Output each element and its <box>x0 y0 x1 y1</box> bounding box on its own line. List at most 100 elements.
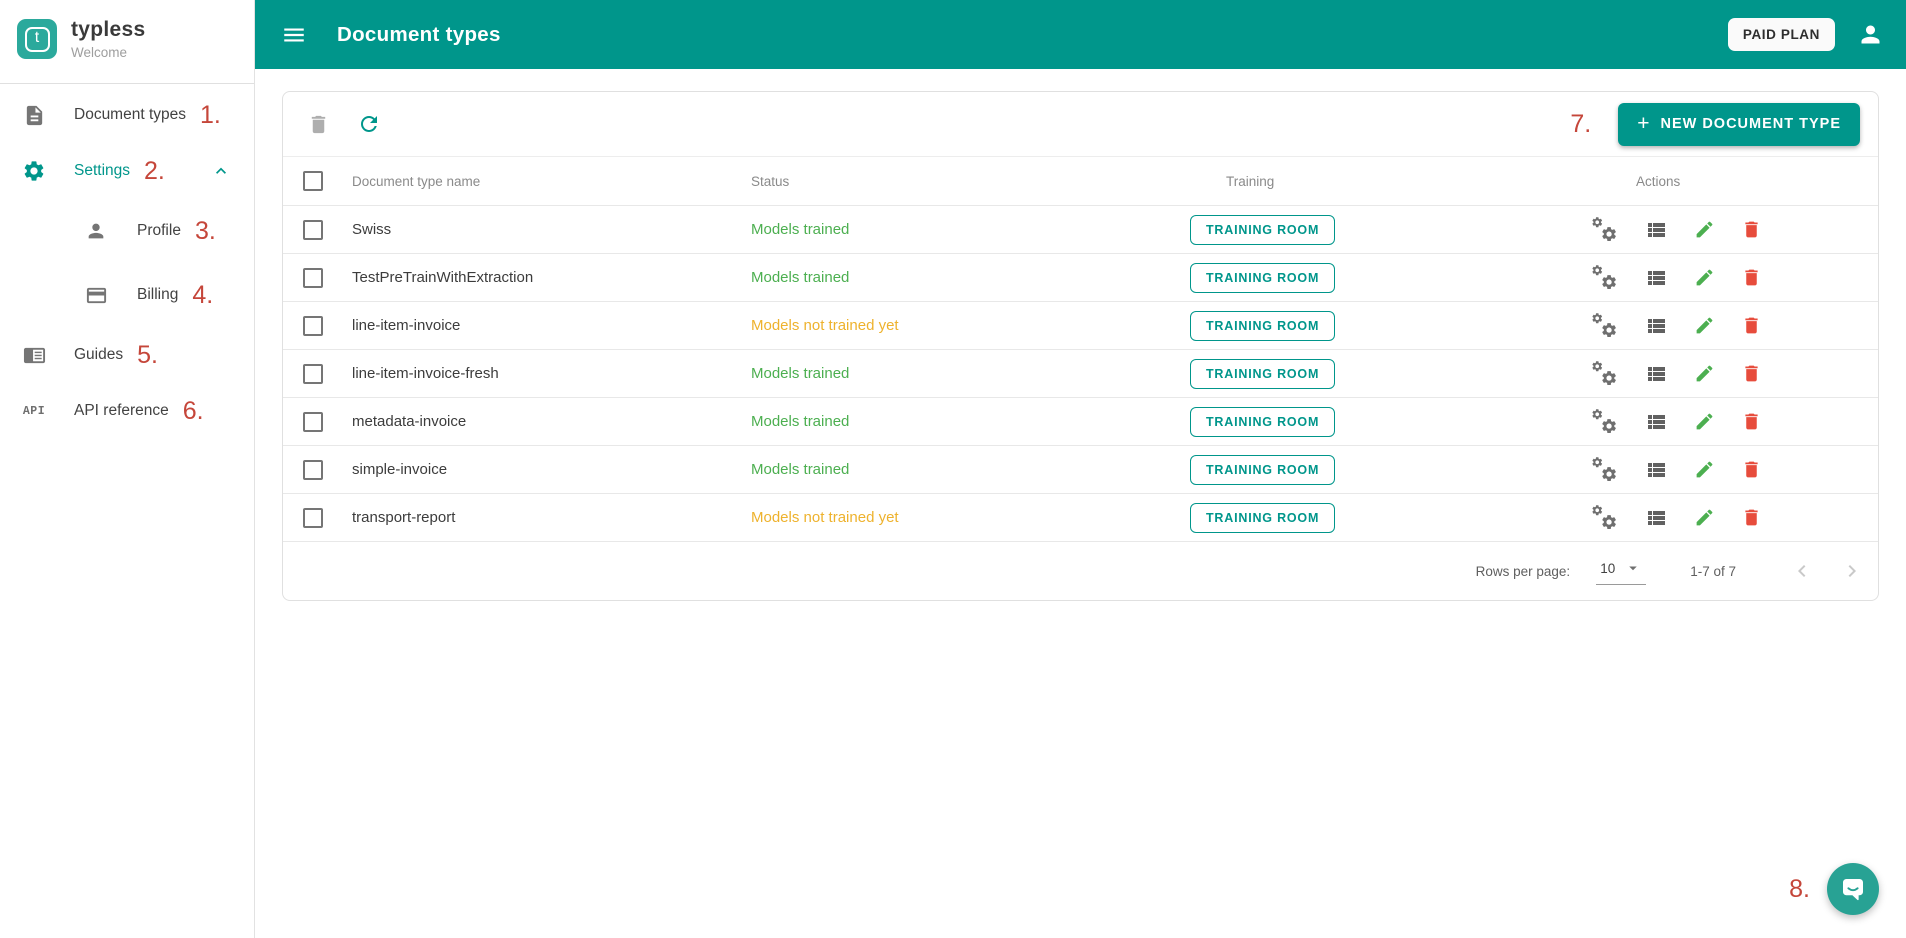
table-row: line-item-invoice-fresh Models trained T… <box>283 350 1878 398</box>
account-icon[interactable] <box>1857 21 1884 48</box>
configure-gears-icon[interactable] <box>1591 456 1618 483</box>
sidebar-item-profile[interactable]: Profile 3. <box>0 199 254 263</box>
delete-trash-icon[interactable] <box>1741 411 1762 432</box>
training-room-button[interactable]: TRAINING ROOM <box>1190 406 1336 437</box>
document-type-name: TestPreTrainWithExtraction <box>352 269 534 286</box>
sidebar-item-guides[interactable]: Guides 5. <box>0 327 254 383</box>
sidebar-item-label: Document types <box>74 106 186 123</box>
annotation-1: 1. <box>200 100 221 129</box>
configure-gears-icon[interactable] <box>1591 408 1618 435</box>
plus-icon: + <box>1637 111 1651 135</box>
delete-trash-icon[interactable] <box>1741 459 1762 480</box>
plan-badge[interactable]: PAID PLAN <box>1727 18 1835 51</box>
new-document-type-button[interactable]: + NEW DOCUMENT TYPE <box>1618 102 1860 146</box>
page-title: Document types <box>337 22 501 46</box>
training-room-button[interactable]: TRAINING ROOM <box>1190 358 1336 389</box>
configure-gears-icon[interactable] <box>1591 264 1618 291</box>
delete-trash-icon[interactable] <box>1741 315 1762 336</box>
chat-bubble-icon[interactable] <box>1827 863 1879 915</box>
typless-logo-icon: t <box>17 19 57 59</box>
logo-letter: t <box>24 26 50 52</box>
document-type-name: simple-invoice <box>352 461 448 478</box>
row-checkbox[interactable] <box>303 315 323 336</box>
sidebar-item-settings[interactable]: Settings 2. <box>0 143 254 199</box>
row-checkbox[interactable] <box>303 363 323 384</box>
fields-list-icon[interactable] <box>1644 314 1668 338</box>
document-type-name: line-item-invoice <box>352 317 461 334</box>
brand[interactable]: t typless Welcome <box>0 0 254 60</box>
training-room-button[interactable]: TRAINING ROOM <box>1190 262 1336 293</box>
table-row: transport-report Models not trained yet … <box>283 494 1878 542</box>
sidebar-item-billing[interactable]: Billing 4. <box>0 263 254 327</box>
sidebar-item-api-reference[interactable]: API API reference 6. <box>0 383 254 439</box>
table-row: TestPreTrainWithExtraction Models traine… <box>283 254 1878 302</box>
configure-gears-icon[interactable] <box>1591 216 1618 243</box>
bulk-delete-icon[interactable] <box>307 113 330 136</box>
fields-list-icon[interactable] <box>1644 458 1668 482</box>
column-header-training: Training <box>1226 173 1275 189</box>
next-page-icon[interactable] <box>1840 559 1864 583</box>
edit-pencil-icon[interactable] <box>1694 315 1715 336</box>
status-text: Models trained <box>751 221 850 238</box>
fields-list-icon[interactable] <box>1644 362 1668 386</box>
main-area: Document types PAID PLAN 7. + NEW DOCUME… <box>255 0 1906 938</box>
edit-pencil-icon[interactable] <box>1694 363 1715 384</box>
fields-list-icon[interactable] <box>1644 506 1668 530</box>
edit-pencil-icon[interactable] <box>1694 507 1715 528</box>
row-checkbox[interactable] <box>303 411 323 432</box>
refresh-icon[interactable] <box>357 112 381 136</box>
table-header-row: Document type name Status Training Actio… <box>283 157 1878 206</box>
brand-text: typless Welcome <box>71 18 145 60</box>
card-toolbar: 7. + NEW DOCUMENT TYPE <box>283 92 1878 157</box>
delete-trash-icon[interactable] <box>1741 219 1762 240</box>
annotation-8: 8. <box>1789 874 1810 903</box>
sidebar-item-label: API reference <box>74 402 169 419</box>
select-all-checkbox[interactable] <box>303 171 323 191</box>
annotation-2: 2. <box>144 156 165 185</box>
edit-pencil-icon[interactable] <box>1694 411 1715 432</box>
document-type-name: metadata-invoice <box>352 413 467 430</box>
status-text: Models trained <box>751 365 850 382</box>
menu-icon[interactable] <box>281 22 307 48</box>
sidebar-item-label: Profile <box>137 222 181 239</box>
previous-page-icon[interactable] <box>1790 559 1814 583</box>
fields-list-icon[interactable] <box>1644 218 1668 242</box>
gear-icon <box>22 159 46 183</box>
rows-per-page-label: Rows per page: <box>1475 563 1571 579</box>
configure-gears-icon[interactable] <box>1591 504 1618 531</box>
chevron-up-icon[interactable] <box>211 161 231 181</box>
row-checkbox[interactable] <box>303 219 323 240</box>
configure-gears-icon[interactable] <box>1591 312 1618 339</box>
status-text: Models trained <box>751 461 850 478</box>
document-types-card: 7. + NEW DOCUMENT TYPE Document type nam… <box>282 91 1879 601</box>
delete-trash-icon[interactable] <box>1741 363 1762 384</box>
training-room-button[interactable]: TRAINING ROOM <box>1190 214 1336 245</box>
column-header-status: Status <box>751 173 790 189</box>
delete-trash-icon[interactable] <box>1741 507 1762 528</box>
edit-pencil-icon[interactable] <box>1694 267 1715 288</box>
row-checkbox[interactable] <box>303 459 323 480</box>
edit-pencil-icon[interactable] <box>1694 459 1715 480</box>
delete-trash-icon[interactable] <box>1741 267 1762 288</box>
training-room-button[interactable]: TRAINING ROOM <box>1190 502 1336 533</box>
table-row: Swiss Models trained TRAINING ROOM <box>283 206 1878 254</box>
sidebar-item-document-types[interactable]: Document types 1. <box>0 87 254 143</box>
row-checkbox[interactable] <box>303 267 323 288</box>
annotation-7: 7. <box>1570 109 1592 138</box>
rows-per-page-select[interactable]: 10 <box>1596 557 1647 585</box>
column-header-actions: Actions <box>1636 173 1681 189</box>
fields-list-icon[interactable] <box>1644 410 1668 434</box>
status-text: Models not trained yet <box>751 509 899 526</box>
edit-pencil-icon[interactable] <box>1694 219 1715 240</box>
fields-list-icon[interactable] <box>1644 266 1668 290</box>
training-room-button[interactable]: TRAINING ROOM <box>1190 454 1336 485</box>
row-checkbox[interactable] <box>303 507 323 528</box>
credit-card-icon <box>84 283 108 307</box>
configure-gears-icon[interactable] <box>1591 360 1618 387</box>
brand-name: typless <box>71 18 146 41</box>
table-row: line-item-invoice Models not trained yet… <box>283 302 1878 350</box>
training-room-button[interactable]: TRAINING ROOM <box>1190 310 1336 341</box>
sidebar-item-label: Guides <box>74 346 124 363</box>
brand-subtitle: Welcome <box>71 45 128 60</box>
